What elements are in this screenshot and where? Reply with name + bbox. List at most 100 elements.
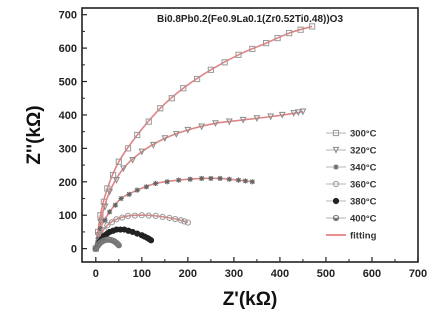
data-point <box>226 176 232 182</box>
data-point-fill <box>96 243 102 247</box>
series-320CC <box>92 108 307 253</box>
data-point <box>253 115 261 123</box>
data-point <box>109 172 117 179</box>
data-point-fill <box>94 246 100 250</box>
legend-item: 380°C <box>326 197 377 208</box>
fitting-curve <box>95 214 189 249</box>
data-point <box>126 191 132 197</box>
data-point <box>134 131 141 139</box>
data-point <box>145 212 152 219</box>
y-tick-label: 300 <box>59 143 77 155</box>
legend-label: 360°C <box>350 180 377 191</box>
legend-label: 380°C <box>350 197 377 208</box>
data-point <box>207 66 214 73</box>
legend-item: 360°C <box>326 180 377 191</box>
data-point <box>106 188 114 196</box>
data-point-fill <box>115 244 121 247</box>
data-point <box>249 45 256 53</box>
data-point <box>115 158 122 165</box>
plot-area <box>81 7 419 263</box>
data-point <box>235 51 242 58</box>
data-point <box>125 227 132 234</box>
data-point <box>290 110 298 117</box>
data-point <box>129 156 137 164</box>
data-point <box>187 176 193 182</box>
data-point <box>97 218 104 226</box>
x-tick-label: 200 <box>179 268 197 280</box>
legend-swatch-marker-fill <box>333 218 339 221</box>
data-point <box>118 195 124 202</box>
legend-swatch-marker <box>332 146 340 154</box>
fitting-curve <box>95 110 304 249</box>
data-point <box>166 214 173 221</box>
y-tick-label: 400 <box>59 110 77 122</box>
data-point <box>102 217 108 223</box>
x-tick-label: 300 <box>225 268 243 280</box>
data-point <box>112 202 118 208</box>
data-point <box>141 233 148 240</box>
legend-item: 340°C <box>326 163 377 174</box>
data-point <box>120 165 127 173</box>
data-point <box>124 212 132 219</box>
data-point <box>131 212 139 219</box>
data-point <box>294 109 302 117</box>
data-point <box>143 184 150 190</box>
data-point <box>107 209 113 215</box>
data-point <box>164 179 170 185</box>
data-point <box>221 59 228 66</box>
x-tick-label: 700 <box>409 268 427 280</box>
data-point <box>199 175 205 182</box>
chart-title: Bi0.8Pb0.2(Fe0.9La0.1(Zr0.52Ti0.48))O3 <box>157 14 343 25</box>
data-point <box>134 230 141 237</box>
data-point <box>104 185 111 192</box>
data-point <box>181 218 188 225</box>
data-point <box>249 179 255 185</box>
legend-label: 320°C <box>350 146 377 157</box>
x-axis-title: Z'(kΩ) <box>223 289 278 310</box>
data-point <box>309 23 316 30</box>
data-point <box>94 232 102 239</box>
x-tick-label: 600 <box>363 268 381 280</box>
data-point <box>168 95 175 102</box>
data-point <box>95 236 101 242</box>
data-point <box>286 29 293 37</box>
data-point <box>267 113 275 121</box>
data-point <box>184 219 191 226</box>
data-point <box>198 123 206 131</box>
legend-label: 300°C <box>350 129 377 140</box>
data-point <box>119 214 126 221</box>
data-point <box>108 219 116 226</box>
data-point <box>159 213 166 220</box>
data-point <box>97 225 104 232</box>
y-tick-label: 200 <box>59 177 77 189</box>
legend-item: fitting <box>326 231 377 242</box>
series-300CC <box>92 23 316 252</box>
data-point <box>149 141 157 149</box>
x-tick-label: 400 <box>271 268 289 280</box>
data-point <box>146 236 153 243</box>
data-point <box>161 135 169 143</box>
data-point <box>138 148 146 156</box>
data-point <box>97 212 104 219</box>
data-point <box>145 118 152 125</box>
data-point <box>113 216 120 223</box>
legend-swatch-marker <box>332 197 340 205</box>
data-point <box>152 212 159 219</box>
y-axis-title: Z''(kΩ) <box>24 105 45 164</box>
legend-item: 300°C <box>326 129 377 140</box>
fitting-curve <box>95 177 253 249</box>
legend-swatch-marker <box>332 180 340 188</box>
series-group <box>92 23 316 253</box>
data-point <box>274 34 281 42</box>
data-point <box>124 145 132 152</box>
data-point <box>212 120 219 128</box>
legend-swatch-marker <box>332 129 340 137</box>
axis-ticks: 0 100 200 300 400 500 600 700 0 100 200 300 400 500 60… <box>59 10 428 280</box>
data-point <box>172 215 179 223</box>
x-tick-label: 0 <box>93 268 99 280</box>
data-point <box>172 131 180 138</box>
data-point <box>103 230 110 238</box>
y-tick-label: 100 <box>59 210 77 222</box>
legend-label: fitting <box>350 231 377 242</box>
